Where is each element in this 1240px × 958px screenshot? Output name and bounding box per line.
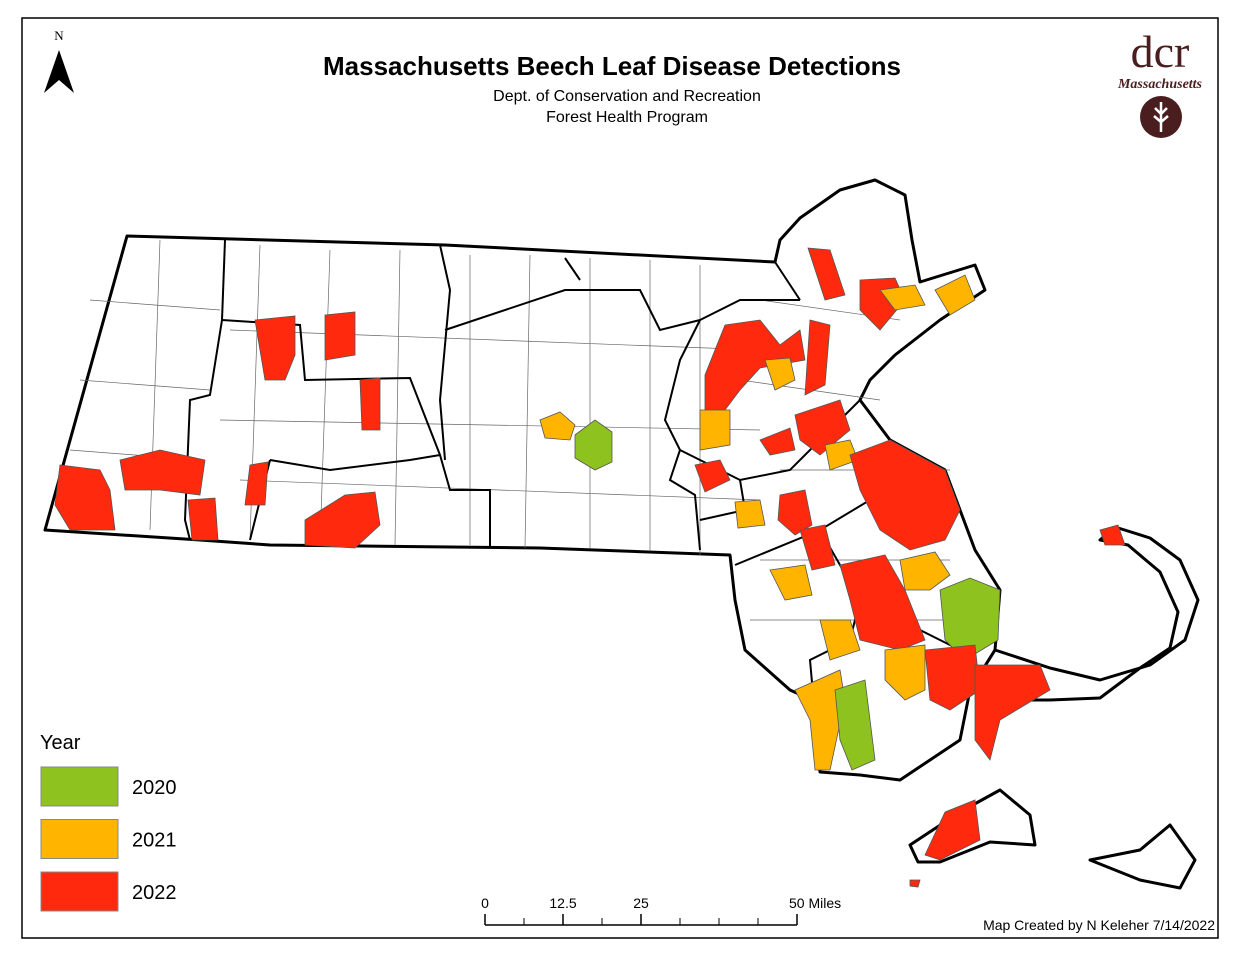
town-2021 — [764, 357, 796, 391]
legend: Year 2020 2021 2022 — [40, 732, 177, 912]
north-arrow: N — [44, 28, 74, 93]
scale-label: 12.5 — [549, 895, 576, 911]
town-2022 — [759, 427, 796, 456]
state-map — [43, 178, 1200, 890]
legend-title: Year — [40, 732, 81, 754]
town-2021 — [539, 411, 576, 441]
town-2022 — [187, 497, 219, 541]
legend-label: 2021 — [132, 830, 177, 852]
map-title: Massachusetts Beech Leaf Disease Detecti… — [323, 51, 901, 81]
scale-bar: 0 12.5 25 50 Miles — [481, 895, 841, 926]
town-2022 — [704, 319, 806, 411]
scale-label: 25 — [633, 895, 649, 911]
nantucket — [1088, 823, 1197, 890]
logo-subtext: Massachusetts — [1117, 77, 1203, 92]
town-2022 — [804, 319, 831, 396]
subtitle: Forest Health Program — [546, 109, 708, 126]
town-2022 — [244, 461, 269, 506]
town-2022 — [849, 439, 961, 551]
town-2022 — [359, 377, 381, 431]
town-2021 — [769, 564, 813, 601]
town-2022 — [694, 459, 731, 493]
town-2022 — [807, 247, 846, 301]
town-2022 — [254, 315, 296, 381]
town-2021 — [884, 644, 926, 701]
town-2022 — [799, 524, 836, 571]
logo-leaf — [1153, 102, 1169, 132]
legend-label: 2022 — [132, 882, 177, 904]
town-2021 — [879, 284, 926, 311]
north-label: N — [54, 28, 64, 43]
town-2020 — [834, 679, 876, 771]
logo-text: dcr — [1131, 26, 1190, 77]
town-2020 — [574, 419, 613, 471]
legend-label: 2020 — [132, 777, 177, 799]
town-2022 — [794, 399, 851, 456]
town-2022 — [324, 311, 356, 361]
map-credit: Map Created by N Keleher 7/14/2022 — [983, 917, 1215, 933]
town-2022 — [839, 554, 926, 651]
town-2021 — [699, 409, 731, 451]
town-2022 — [924, 644, 981, 711]
town-2022 — [909, 879, 921, 888]
town-2022 — [119, 449, 206, 496]
town-2021 — [934, 274, 976, 316]
legend-swatch — [40, 766, 119, 807]
north-arrow-shape — [44, 50, 74, 93]
town-2022 — [1099, 524, 1126, 546]
town-2022 — [974, 664, 1051, 761]
town-2021 — [819, 619, 861, 661]
detected-towns — [54, 247, 1126, 888]
town-2020 — [939, 577, 1001, 661]
town-2021 — [899, 551, 951, 591]
scale-label: 0 — [481, 895, 489, 911]
subtitle: Dept. of Conservation and Recreation — [493, 88, 761, 105]
town-2022 — [304, 491, 381, 549]
legend-swatch — [40, 819, 119, 859]
scale-label: 50 Miles — [789, 895, 841, 911]
town-2022 — [924, 799, 981, 861]
legend-swatch — [40, 871, 119, 912]
town-2021 — [794, 669, 846, 771]
town-2022 — [54, 464, 116, 531]
dcr-logo: dcr Massachusetts — [1117, 26, 1203, 138]
town-2021 — [734, 499, 766, 529]
